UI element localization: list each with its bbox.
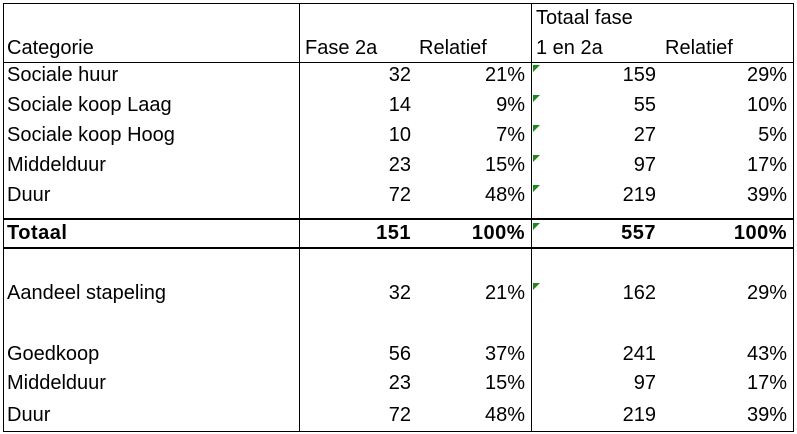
comment-indicator-icon (533, 185, 540, 192)
cell-relatief-2: 39% (746, 184, 787, 206)
cell-relatief-1: 21% (484, 282, 525, 304)
cell-relatief-2: 39% (746, 404, 787, 426)
header-totaal-line1: Totaal fase (536, 7, 633, 29)
cell-relatief-2: 43% (746, 343, 787, 365)
comment-indicator-icon (533, 223, 540, 230)
cell-fase2a: 72 (388, 404, 411, 426)
cell-relatief-1: 9% (496, 94, 525, 116)
cell-label: Totaal (7, 222, 68, 244)
total-top-divider (4, 218, 793, 220)
cell-relatief-2: 10% (746, 94, 787, 116)
cell-totaal: 219 (622, 404, 656, 426)
header-relatief-1: Relatief (419, 37, 487, 59)
cell-relatief-1: 15% (484, 372, 525, 394)
cell-label: Sociale koop Hoog (7, 124, 175, 146)
cell-relatief-1: 100% (471, 222, 525, 244)
cell-relatief-2: 5% (758, 124, 787, 146)
header-divider (4, 62, 793, 63)
cell-relatief-1: 48% (484, 184, 525, 206)
cell-relatief-1: 37% (484, 343, 525, 365)
cell-fase2a: 32 (388, 282, 411, 304)
cell-totaal: 97 (633, 372, 656, 394)
cell-relatief-2: 17% (746, 372, 787, 394)
total-bottom-divider (4, 247, 793, 249)
comment-indicator-icon (533, 65, 540, 72)
cell-fase2a: 32 (388, 64, 411, 86)
comment-indicator-icon (533, 283, 540, 290)
cell-relatief-2: 29% (746, 282, 787, 304)
cell-fase2a: 14 (388, 94, 411, 116)
comment-indicator-icon (533, 125, 540, 132)
cell-relatief-2: 17% (746, 154, 787, 176)
cell-label: Middelduur (7, 372, 106, 394)
cell-totaal: 27 (633, 124, 656, 146)
cell-label: Sociale koop Laag (7, 94, 172, 116)
cell-label: Duur (7, 404, 51, 426)
cell-totaal: 557 (621, 222, 656, 244)
cell-relatief-1: 7% (496, 124, 525, 146)
cell-label: Duur (7, 184, 51, 206)
cell-totaal: 97 (633, 154, 656, 176)
header-categorie: Categorie (7, 37, 94, 59)
cell-relatief-2: 29% (746, 64, 787, 86)
cell-relatief-1: 15% (484, 154, 525, 176)
data-table: Categorie Fase 2a Relatief Totaal fase 1… (3, 3, 794, 432)
cell-totaal: 219 (622, 184, 656, 206)
header-fase2a: Fase 2a (305, 37, 378, 59)
cell-totaal: 162 (622, 282, 656, 304)
cell-totaal: 241 (622, 343, 656, 365)
header-totaal-line2: 1 en 2a (536, 37, 603, 59)
cell-label: Goedkoop (7, 343, 100, 365)
cell-totaal: 159 (622, 64, 656, 86)
cell-relatief-1: 48% (484, 404, 525, 426)
cell-relatief-2: 100% (733, 222, 787, 244)
cell-relatief-1: 21% (484, 64, 525, 86)
cell-label: Sociale huur (7, 64, 119, 86)
cell-fase2a: 10 (388, 124, 411, 146)
cell-fase2a: 151 (376, 222, 411, 244)
cell-totaal: 55 (633, 94, 656, 116)
comment-indicator-icon (533, 155, 540, 162)
cell-fase2a: 23 (388, 372, 411, 394)
column-divider (299, 4, 300, 431)
cell-fase2a: 56 (388, 343, 411, 365)
cell-label: Aandeel stapeling (7, 282, 167, 304)
header-relatief-2: Relatief (665, 37, 733, 59)
comment-indicator-icon (533, 95, 540, 102)
column-divider (531, 4, 532, 431)
cell-fase2a: 23 (388, 154, 411, 176)
cell-label: Middelduur (7, 154, 106, 176)
cell-fase2a: 72 (388, 184, 411, 206)
